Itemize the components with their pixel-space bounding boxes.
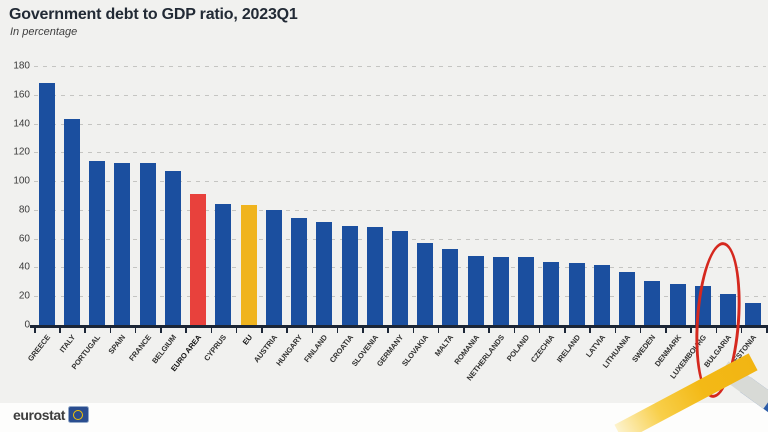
bar-luxembourg (694, 286, 711, 325)
x-axis-tick (362, 328, 364, 333)
x-axis-tick (109, 328, 112, 333)
bar-czechia (543, 262, 560, 325)
gridline-160 (34, 94, 766, 96)
y-axis-tick-label: 180 (13, 60, 30, 72)
y-axis-tick-label: 20 (18, 290, 30, 302)
x-axis-tick (160, 328, 162, 333)
bar-germany (392, 230, 408, 325)
bar-lithuania (619, 271, 636, 325)
y-axis-tick-label: 0 (24, 319, 30, 331)
bar-spain (114, 162, 131, 325)
x-axis-tick (286, 328, 288, 333)
bar-romania (467, 255, 484, 325)
x-axis-tick (513, 328, 516, 333)
bar-sweden (644, 281, 661, 325)
bar-bulgaria (720, 294, 737, 325)
bar-slovenia (366, 226, 383, 325)
x-axis-tick (235, 328, 238, 333)
gridline-120 (34, 152, 766, 154)
x-axis-tick (740, 328, 743, 333)
bar-portugal (89, 161, 106, 325)
bar-malta (442, 249, 459, 325)
x-axis-tick (614, 328, 617, 333)
bar-poland (518, 257, 535, 325)
x-axis-tick (134, 328, 137, 333)
gridline-80 (34, 209, 766, 211)
bar-belgium (164, 171, 181, 325)
bar-denmark (669, 283, 686, 325)
x-axis-tick (589, 328, 591, 333)
y-axis-tick-label: 80 (18, 204, 30, 216)
bar-croatia (341, 225, 358, 325)
bar-netherlands (492, 256, 509, 325)
y-axis-tick-label: 160 (13, 89, 30, 101)
x-axis-line (30, 325, 768, 328)
x-axis-tick (437, 328, 440, 333)
bar-latvia (593, 264, 610, 325)
x-axis-tick (84, 328, 86, 333)
x-axis-tick (34, 328, 36, 333)
x-axis-tick (261, 328, 263, 333)
y-axis-tick-label: 100 (13, 175, 30, 187)
y-axis-tick-label: 140 (13, 118, 30, 130)
y-axis-tick-label: 60 (18, 233, 30, 245)
eu-flag-stars-ring-icon (73, 410, 84, 420)
bar-italy (63, 118, 80, 325)
bar-eu (240, 204, 257, 325)
y-axis-tick-label: 40 (18, 261, 30, 273)
bar-ireland (568, 263, 585, 325)
bar-finland (316, 221, 333, 325)
eurostat-logo: eurostat (13, 406, 90, 423)
gridline-140 (34, 123, 766, 125)
x-axis-tick (185, 328, 187, 333)
x-axis-tick (210, 328, 213, 333)
chart-title: Government debt to GDP ratio, 2023Q1 (9, 6, 298, 23)
bar-france (139, 163, 156, 325)
eu-flag-icon (68, 406, 90, 423)
x-axis-tick (311, 328, 314, 333)
chart-subtitle: In percentage (10, 26, 78, 38)
bar-austria (265, 210, 282, 325)
x-axis-tick (412, 328, 415, 333)
x-axis-tick (639, 328, 642, 333)
x-axis-tick (387, 328, 389, 333)
x-axis-tick (715, 328, 718, 333)
x-axis-tick (59, 328, 61, 333)
bar-cyprus (215, 204, 232, 325)
y-axis-tick-label: 120 (13, 146, 30, 158)
x-axis-tick (463, 328, 465, 333)
x-axis-tick (564, 328, 566, 333)
gridline-180 (34, 66, 766, 67)
bar-estonia (745, 302, 762, 325)
bar-slovakia (417, 242, 434, 325)
x-axis-tick (488, 328, 490, 333)
bar-euro-area (190, 193, 207, 325)
x-axis-tick (336, 328, 339, 333)
gridline-100 (34, 181, 766, 183)
x-axis-tick (690, 328, 692, 333)
eurostat-logo-text: eurostat (13, 406, 66, 423)
x-axis-tick (766, 328, 768, 333)
bar-hungary (291, 218, 308, 325)
x-axis-tick (665, 328, 667, 333)
bar-greece (38, 82, 55, 325)
x-axis-tick (538, 328, 541, 333)
